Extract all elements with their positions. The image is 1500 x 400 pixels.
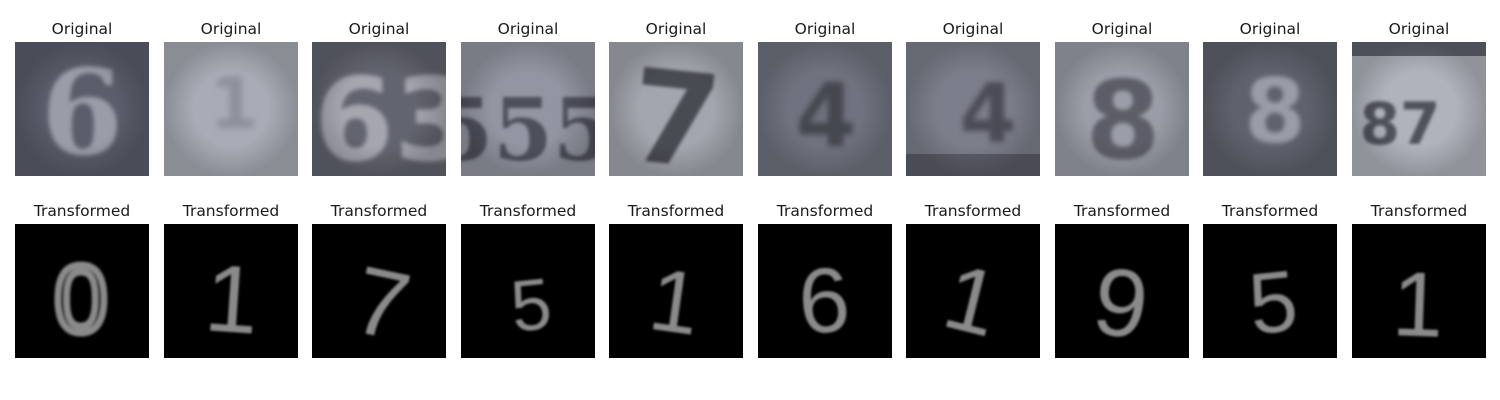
original-digit-image: 7 bbox=[609, 42, 743, 176]
transformed-digit-picture: 0 bbox=[15, 224, 149, 358]
digit-glyph: 1 bbox=[202, 244, 263, 354]
transformed-digit-picture: 5 bbox=[1203, 224, 1337, 358]
digit-glyph: 6 bbox=[795, 248, 853, 353]
image-background bbox=[312, 224, 446, 358]
transformed-digit-image: 1 bbox=[906, 224, 1040, 358]
transformed-caption: Transformed bbox=[627, 202, 725, 220]
original-caption: Original bbox=[645, 20, 707, 38]
transformed-digit-image: 9 bbox=[1055, 224, 1189, 358]
original-caption: Original bbox=[348, 20, 410, 38]
image-background bbox=[1203, 224, 1337, 358]
image-background bbox=[758, 224, 892, 358]
transformed-digit-image: 5 bbox=[461, 224, 595, 358]
original-digit-image: 63 bbox=[312, 42, 446, 176]
digit-glyph: 5 bbox=[1244, 253, 1302, 353]
transformed-digit-image: 0 bbox=[15, 224, 149, 358]
transformed-caption: Transformed bbox=[479, 202, 577, 220]
transformed-digit-picture: 9 bbox=[1055, 224, 1189, 358]
transformed-caption: Transformed bbox=[1073, 202, 1171, 220]
original-caption: Original bbox=[794, 20, 856, 38]
image-background bbox=[1055, 224, 1189, 358]
original-digit-picture: 8 bbox=[1203, 42, 1337, 176]
transformed-digit-picture: 7 bbox=[312, 224, 446, 358]
original-digit-image: 6 bbox=[15, 42, 149, 176]
original-digit-picture: 8 bbox=[1055, 42, 1189, 176]
original-caption: Original bbox=[200, 20, 262, 38]
transformed-digit-image: 7 bbox=[312, 224, 446, 358]
transformed-caption: Transformed bbox=[33, 202, 131, 220]
transformed-digit-picture: 5 bbox=[461, 224, 595, 358]
original-digit-picture: 7 bbox=[609, 42, 743, 176]
image-background bbox=[461, 224, 595, 358]
transformed-caption: Transformed bbox=[1221, 202, 1319, 220]
original-digit-picture: 4 bbox=[906, 42, 1040, 176]
original-caption: Original bbox=[497, 20, 559, 38]
image-background bbox=[164, 224, 298, 358]
digit-glyph: 5 bbox=[507, 264, 555, 348]
transformed-digit-picture: 1 bbox=[164, 224, 298, 358]
original-digit-picture: 1 bbox=[164, 42, 298, 176]
original-digit-image: 555 bbox=[461, 42, 595, 176]
transformed-digit-image: 5 bbox=[1203, 224, 1337, 358]
image-background bbox=[1352, 224, 1486, 358]
digit-glyph: 1 bbox=[1391, 253, 1446, 357]
image-background bbox=[15, 224, 149, 358]
original-digit-image: 4 bbox=[906, 42, 1040, 176]
transformed-digit-image: 1 bbox=[1352, 224, 1486, 358]
transformed-caption: Transformed bbox=[776, 202, 874, 220]
transformed-digit-picture: 6 bbox=[758, 224, 892, 358]
original-caption: Original bbox=[51, 20, 113, 38]
transformed-caption: Transformed bbox=[924, 202, 1022, 220]
transformed-caption: Transformed bbox=[330, 202, 428, 220]
transformed-digit-image: 6 bbox=[758, 224, 892, 358]
original-digit-image: 8 bbox=[1055, 42, 1189, 176]
original-caption: Original bbox=[1091, 20, 1153, 38]
image-background bbox=[906, 224, 1040, 358]
original-digit-image: 8 bbox=[1203, 42, 1337, 176]
transformed-caption: Transformed bbox=[182, 202, 280, 220]
original-digit-picture: 555 bbox=[461, 42, 595, 176]
transformed-caption: Transformed bbox=[1370, 202, 1468, 220]
original-digit-picture: 6 bbox=[15, 42, 149, 176]
transformed-digit-picture: 1 bbox=[609, 224, 743, 358]
transformed-digit-image: 1 bbox=[164, 224, 298, 358]
transformed-digit-picture: 1 bbox=[906, 224, 1040, 358]
original-caption: Original bbox=[1239, 20, 1301, 38]
original-digit-picture: 63 bbox=[312, 42, 446, 176]
original-digit-image: 87 bbox=[1352, 42, 1486, 176]
original-digit-picture: 4 bbox=[758, 42, 892, 176]
transformed-digit-picture: 1 bbox=[1352, 224, 1486, 358]
digit-glyph: 0 bbox=[54, 246, 107, 353]
original-digit-image: 4 bbox=[758, 42, 892, 176]
original-digit-picture: 87 bbox=[1352, 42, 1486, 176]
original-caption: Original bbox=[942, 20, 1004, 38]
original-caption: Original bbox=[1388, 20, 1450, 38]
transformed-digit-image: 1 bbox=[609, 224, 743, 358]
image-background bbox=[609, 224, 743, 358]
original-digit-image: 1 bbox=[164, 42, 298, 176]
